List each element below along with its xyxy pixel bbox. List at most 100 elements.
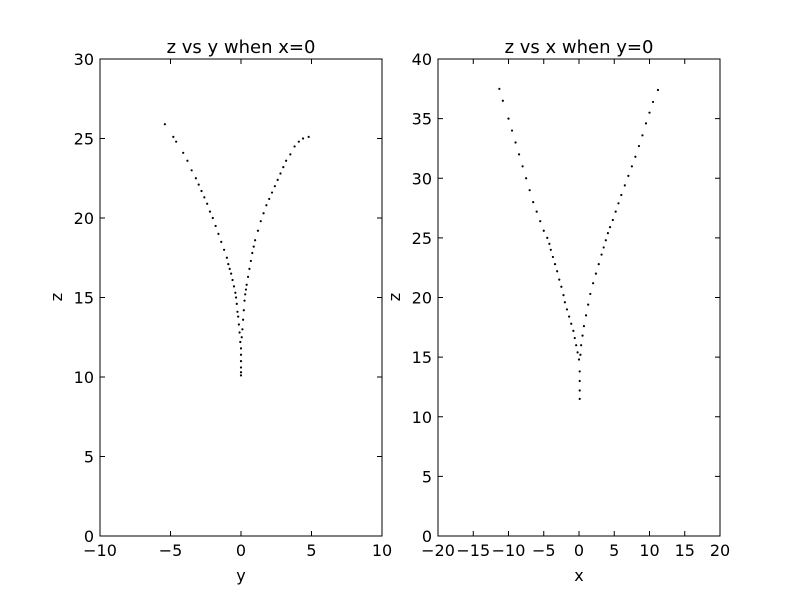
scatter-point [256,229,260,232]
scatter-point [237,323,240,326]
x-tick-label: 0 [236,541,246,560]
scatter-markers [163,123,310,377]
scatter-point [241,328,244,331]
scatter-point [563,301,567,304]
y-tick-label: 15 [74,289,94,308]
x-tick-label: 20 [710,541,730,560]
scatter-point [572,329,575,332]
scatter-point [237,315,240,318]
scatter-point [570,322,573,325]
scatter-point [235,302,238,305]
scatter-point [644,122,648,125]
y-tick-label: 25 [412,229,432,248]
y-tick-label: 15 [412,348,432,367]
scatter-point [651,100,655,104]
x-tick-label: −5 [532,541,556,560]
axes-frame [99,58,383,537]
scatter-point [239,353,243,356]
y-tick-label: 40 [412,50,432,69]
x-axis-label: x [574,566,583,585]
y-tick-label: 10 [74,368,94,387]
scatter-point [254,239,257,242]
scatter-point [240,336,243,339]
scatter-point [578,389,581,392]
scatter-point [614,210,617,213]
scatter-point [163,123,166,126]
scatter-point [556,270,559,273]
axis-ticks: −20 −15 −10 −5 0 5 10 15 20 0 5 10 15 20 25 30 35 40 [412,50,731,560]
scatter-point [611,218,614,222]
scatter-point [172,135,175,139]
scatter-point [175,140,178,143]
scatter-point [617,202,620,205]
scatter-point [265,204,268,207]
scatter-point [565,308,569,311]
scatter-point [239,371,243,374]
scatter-point [248,267,251,270]
scatter-point [208,210,212,213]
scatter-point [182,151,185,154]
y-tick-label: 20 [412,289,432,308]
scatter-point [211,216,214,220]
y-tick-label: 35 [412,110,432,129]
scatter-point [203,196,206,199]
scatter-point [276,178,279,181]
scatter-point [242,309,245,312]
scatter-point [239,366,243,369]
scatter-point [582,325,586,328]
scatter-point [498,87,501,90]
scatter-point [297,140,300,143]
scatter-point [243,299,246,302]
scatter-point [279,172,282,175]
scatter-point [262,212,265,215]
scatter-point [239,360,243,363]
scatter-point [190,169,193,172]
y-tick-label: 0 [422,527,432,546]
scatter-point [234,291,237,294]
scatter-point [627,174,630,177]
scatter-point [560,285,563,288]
scatter-point [273,185,276,188]
scatter-point [535,210,538,213]
scatter-point [227,263,230,266]
x-tick-label: 15 [675,541,695,560]
scatter-point [228,267,231,270]
scatter-point [217,232,220,235]
scatter-point [231,278,234,282]
scatter-point [589,292,592,296]
scatter-point [597,263,600,266]
scatter-point [546,236,549,239]
x-tick-label: 10 [372,541,392,560]
scatter-point [507,117,510,120]
scatter-point [293,145,296,148]
scatter-point [514,141,517,144]
scatter-point [532,201,535,204]
scatter-point [606,232,610,235]
scatter-point [584,314,588,317]
scatter-point [594,272,598,275]
scatter-point [282,166,285,169]
chart-title: z vs y when x=0 [167,37,316,58]
scatter-point [578,379,581,383]
scatter-point [525,177,528,180]
scatter-point [239,374,243,377]
x-tick-label: 5 [306,541,316,560]
scatter-point [592,282,595,285]
scatter-point [553,263,557,266]
x-tick-label: −20 [421,541,455,560]
scatter-point [577,358,581,361]
y-tick-label: 30 [412,169,432,188]
scatter-point [220,240,223,243]
scatter-point [246,275,250,278]
scatter-point [573,336,576,340]
scatter-point [238,331,241,334]
scatter-point [259,220,262,223]
x-tick-label: 5 [609,541,619,560]
scatter-point [239,340,242,344]
y-tick-label: 5 [422,467,432,486]
scatter-point [579,353,582,356]
y-tick-label: 0 [84,527,94,546]
scatter-point [576,351,579,354]
scatter-point [604,239,607,242]
